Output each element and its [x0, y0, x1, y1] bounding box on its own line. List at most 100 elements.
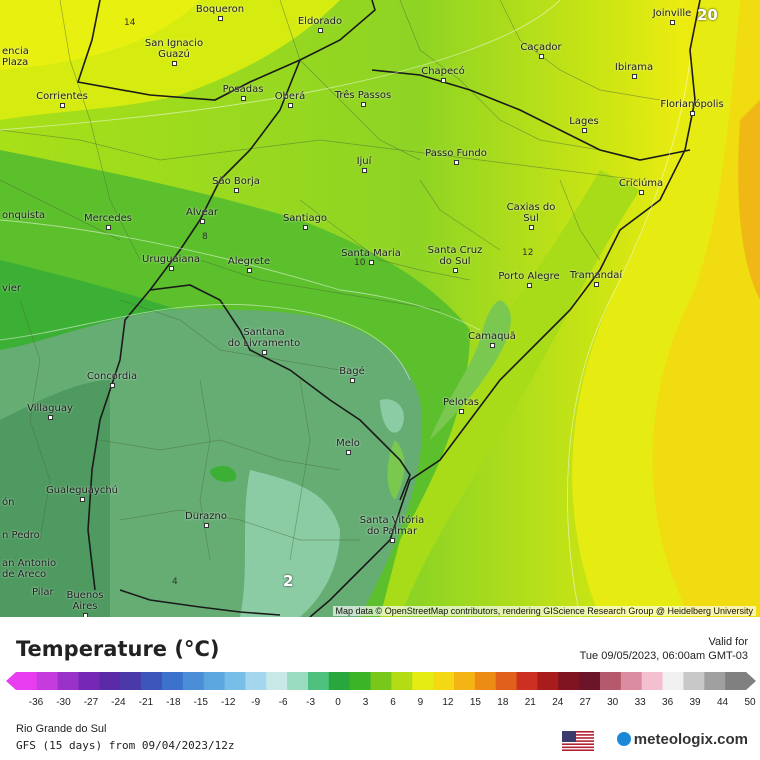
cold-west-zone: [0, 380, 110, 617]
city-label: San Ignacio Guazú: [144, 38, 204, 60]
scale-tick-label: -18: [166, 697, 181, 708]
scale-tick-label: -6: [278, 697, 288, 708]
city-marker: [454, 160, 459, 165]
city-marker: [390, 538, 395, 543]
ocean-warmest-zone: [738, 100, 760, 300]
rio-de-la-plata-shore: [119, 589, 281, 616]
scale-tick-label: 27: [579, 697, 591, 708]
city-marker: [83, 613, 88, 617]
scale-tick-label: 15: [469, 697, 481, 708]
city-marker: [582, 128, 587, 133]
isotherm-label: 8: [202, 232, 208, 242]
scale-tick-label: -24: [111, 697, 126, 708]
city-marker: [369, 260, 374, 265]
scale-swatch: [683, 672, 705, 690]
scale-swatch: [99, 672, 121, 690]
city-label: Bagé: [339, 366, 365, 377]
city-label: Caçador: [520, 42, 562, 53]
warm-pocket: [210, 465, 236, 482]
city-marker: [48, 415, 53, 420]
city-label: Lages: [569, 116, 599, 127]
city-label: Ibirama: [614, 62, 654, 73]
city-marker: [234, 188, 239, 193]
city-marker: [241, 96, 246, 101]
city-marker: [247, 268, 252, 273]
ocean-warmer-zone: [652, 0, 760, 617]
scale-swatch: [474, 672, 497, 690]
scale-tick-label: 50: [744, 697, 756, 708]
city-label: Porto Alegre: [498, 271, 560, 282]
isotherm-label: 14: [124, 18, 136, 28]
city-label: Três Passos: [334, 90, 392, 101]
map-attribution[interactable]: Map data © OpenStreetMap contributors, r…: [332, 606, 756, 616]
scale-tick-label: 24: [552, 697, 564, 708]
city-label: Santa Vitória do Palmar: [359, 515, 425, 537]
isotherms: [0, 0, 690, 617]
map-canvas: [0, 0, 760, 617]
city-label: Buenos Aires: [66, 590, 104, 612]
scale-tick-label: 39: [689, 697, 701, 708]
scale-tick-label: -3: [306, 697, 316, 708]
scale-swatch: [579, 672, 601, 690]
scale-swatch: [558, 672, 580, 690]
city-marker: [218, 16, 223, 21]
us-flag-icon[interactable]: [562, 731, 594, 751]
valid-time: Tue 09/05/2023, 06:00am GMT-03: [579, 650, 748, 662]
scale-swatch: [349, 672, 372, 690]
municipal-borders: [0, 0, 661, 561]
isotherm-label: 2: [283, 572, 294, 590]
city-label: Boqueron: [195, 4, 245, 15]
city-label: Santana do Livramento: [227, 327, 301, 349]
temperature-map[interactable]: Boqueron Eldorado Joinville San Ignacio Gua…: [0, 0, 760, 617]
scale-swatch: [391, 672, 413, 690]
scale-tick-label: -9: [251, 697, 261, 708]
lagoa-mirim: [387, 440, 405, 500]
city-label: Eldorado: [297, 16, 343, 27]
city-label: Mercedes: [83, 213, 133, 224]
brand-name: meteologix.com: [633, 731, 748, 748]
scale-high-arrow: [746, 672, 756, 690]
scale-tick-label: 0: [335, 697, 341, 708]
scale-swatch: [704, 672, 726, 690]
city-marker: [80, 497, 85, 502]
city-label: Santiago: [282, 213, 328, 224]
scale-swatch: [308, 672, 330, 690]
scale-swatch: [224, 672, 246, 690]
scale-tick-label: 3: [362, 697, 369, 708]
city-marker: [527, 283, 532, 288]
scale-swatch: [537, 672, 559, 690]
scale-swatch: [287, 672, 309, 690]
scale-tick-label: 33: [634, 697, 646, 708]
city-label: Alvear: [186, 207, 218, 218]
city-marker: [632, 74, 637, 79]
scale-tick-label: 6: [390, 697, 396, 708]
coldest-zone: [240, 470, 340, 617]
city-marker: [60, 103, 65, 108]
edge-city-label: vier: [2, 283, 21, 294]
city-marker: [303, 225, 308, 230]
scale-tick-label: 36: [662, 697, 674, 708]
model-run: GFS (15 days) from 09/04/2023/12z: [16, 739, 235, 752]
scale-swatch: [641, 672, 664, 690]
city-marker: [362, 168, 367, 173]
city-marker: [690, 111, 695, 116]
brand-logo[interactable]: meteologix.com: [616, 731, 748, 748]
city-marker: [539, 54, 544, 59]
city-marker: [459, 409, 464, 414]
city-label: Gualeguaychú: [45, 485, 119, 496]
city-label: Joinville: [652, 8, 692, 19]
lagoa-dos-patos: [430, 300, 511, 440]
city-marker: [318, 28, 323, 33]
city-marker: [361, 102, 366, 107]
edge-city-label: onquista: [2, 210, 46, 221]
city-marker: [441, 78, 446, 83]
city-marker: [172, 61, 177, 66]
city-marker: [204, 523, 209, 528]
scale-swatch: [370, 672, 392, 690]
scale-tick-label: -30: [56, 697, 71, 708]
city-label: Melo: [336, 438, 360, 449]
city-label: Concordia: [86, 371, 138, 382]
city-label: Pelotas: [443, 397, 479, 408]
cold-pocket: [380, 399, 404, 433]
scale-tick-label: 21: [524, 697, 536, 708]
